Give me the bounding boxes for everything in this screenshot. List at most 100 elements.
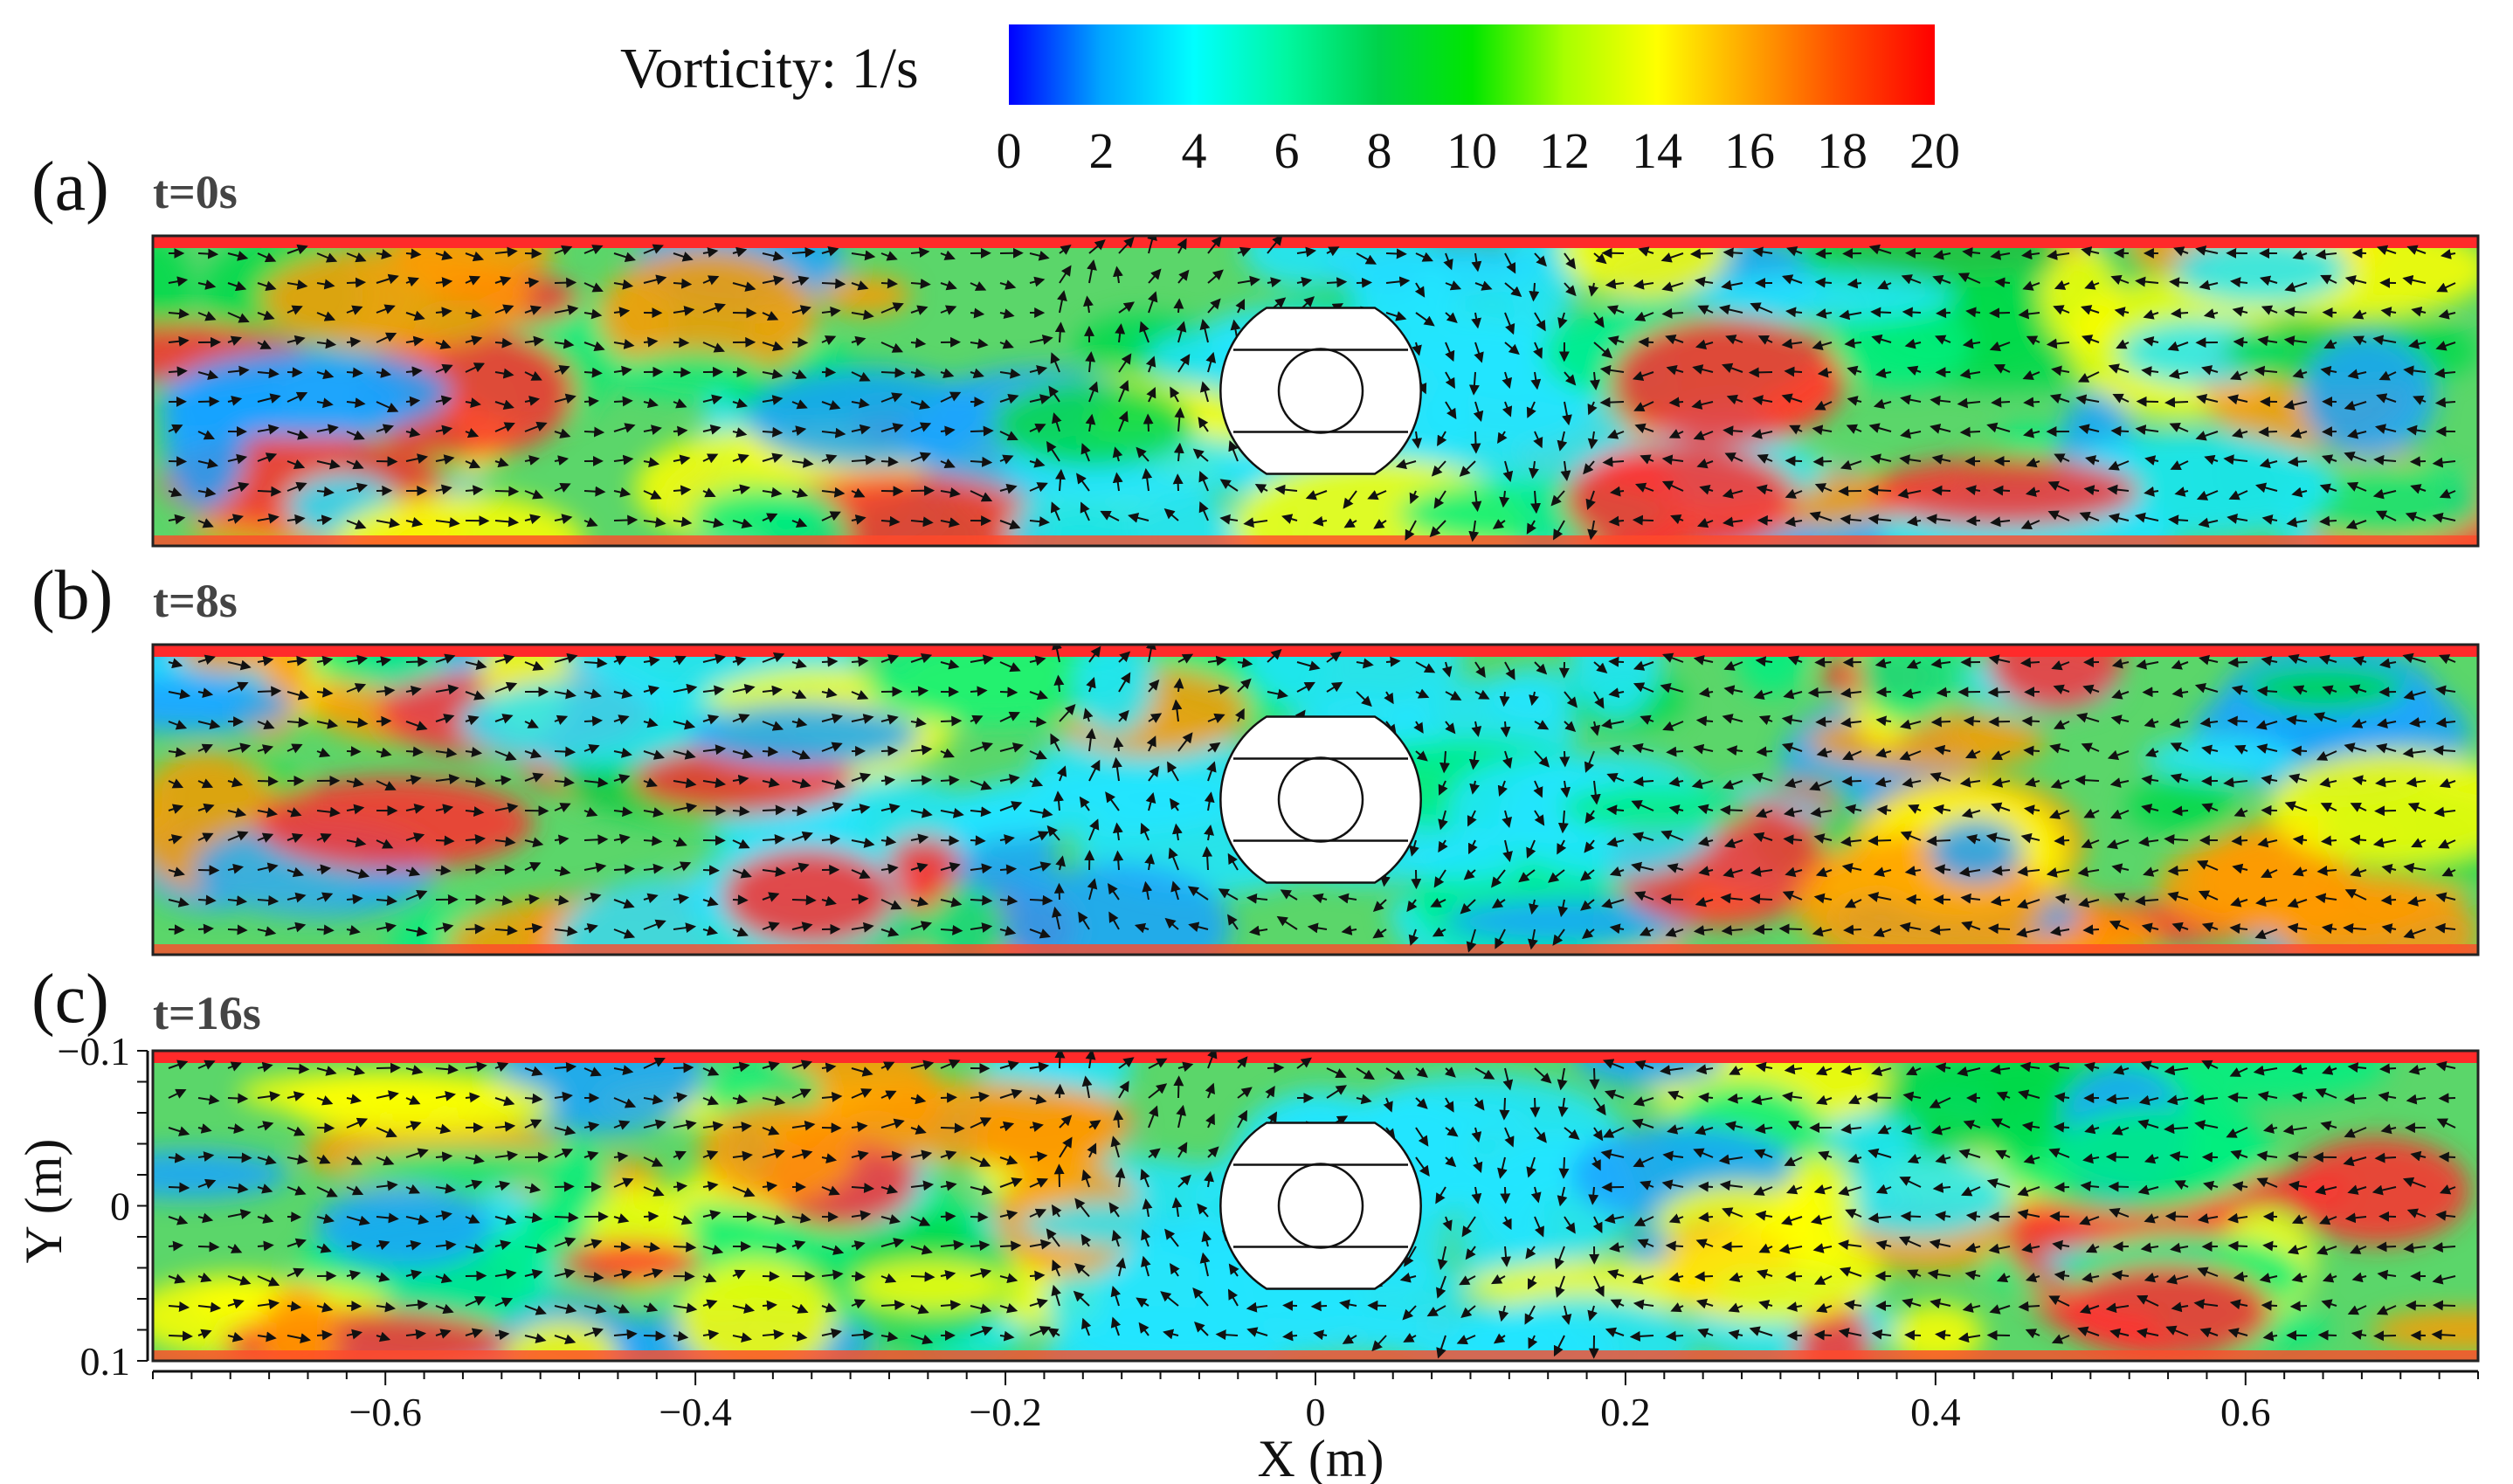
velocity-arrow <box>376 368 392 378</box>
velocity-arrow <box>851 309 874 321</box>
velocity-arrow <box>1205 351 1217 373</box>
velocity-arrow <box>1471 312 1482 329</box>
velocity-arrow <box>1082 295 1094 314</box>
velocity-arrow <box>2287 456 2308 467</box>
velocity-arrow <box>1959 426 1981 438</box>
velocity-arrow <box>168 924 185 935</box>
velocity-arrow <box>1198 417 1209 432</box>
velocity-arrow <box>1666 364 1684 376</box>
velocity-arrow <box>1723 247 1743 259</box>
velocity-arrow <box>1599 364 1625 376</box>
velocity-arrow <box>2320 835 2337 846</box>
velocity-arrow <box>2075 394 2100 405</box>
velocity-arrow <box>2232 306 2248 317</box>
velocity-arrow <box>554 1211 579 1223</box>
velocity-arrow <box>940 391 962 403</box>
velocity-arrow <box>227 453 248 465</box>
velocity-arrow <box>554 364 570 376</box>
velocity-arrow <box>494 457 509 468</box>
velocity-arrow <box>1638 246 1654 257</box>
y-tick-label: 0.1 <box>80 1339 131 1384</box>
velocity-arrow <box>1559 750 1571 768</box>
velocity-arrow <box>1088 239 1106 254</box>
colorbar-label: Vorticity: 1/s <box>620 37 919 100</box>
velocity-arrow <box>1817 367 1833 378</box>
velocity-arrow <box>1756 746 1773 757</box>
velocity-arrow <box>405 746 424 757</box>
velocity-arrow <box>1192 448 1209 462</box>
velocity-arrow <box>168 424 183 434</box>
velocity-arrow <box>791 305 811 315</box>
velocity-arrow <box>2406 424 2427 436</box>
velocity-arrow <box>168 335 190 347</box>
velocity-arrow <box>405 427 421 438</box>
velocity-arrow <box>1718 304 1743 315</box>
vorticity-blob <box>612 350 767 397</box>
velocity-arrow <box>1904 338 1922 349</box>
velocity-arrow <box>316 252 338 263</box>
velocity-arrow <box>1815 716 1833 728</box>
velocity-arrow <box>1050 352 1060 373</box>
velocity-arrow <box>1267 277 1282 288</box>
vorticity-blob <box>993 381 1196 468</box>
vorticity-blob <box>2126 778 2236 834</box>
velocity-arrow <box>880 745 899 756</box>
velocity-arrow <box>2373 454 2397 466</box>
velocity-arrow <box>465 397 481 408</box>
velocity-arrow <box>940 1092 957 1103</box>
velocity-arrow <box>1870 307 1892 318</box>
velocity-arrow <box>791 457 814 468</box>
velocity-arrow <box>851 424 871 435</box>
top-wall-band <box>153 236 2478 248</box>
velocity-arrow <box>494 337 513 349</box>
velocity-arrow <box>1719 804 1743 816</box>
velocity-arrow <box>435 484 452 495</box>
velocity-arrow <box>1046 440 1060 462</box>
velocity-arrow <box>1385 656 1401 667</box>
velocity-arrow <box>494 422 515 432</box>
velocity-arrow <box>2168 514 2189 526</box>
vorticity-blob <box>2301 334 2436 458</box>
velocity-arrow <box>1875 687 1892 698</box>
velocity-arrow <box>554 483 571 493</box>
velocity-arrow <box>2376 245 2397 256</box>
velocity-arrow <box>346 397 366 409</box>
velocity-arrow <box>1989 341 2011 352</box>
velocity-arrow <box>1752 246 1773 258</box>
vorticity-blob <box>887 836 962 887</box>
velocity-arrow <box>999 339 1014 349</box>
vorticity-blob <box>745 369 993 467</box>
velocity-arrow <box>2204 454 2219 466</box>
velocity-arrow <box>1593 312 1605 328</box>
velocity-arrow <box>583 245 604 255</box>
velocity-arrow <box>1112 446 1123 462</box>
velocity-arrow <box>2344 400 2367 411</box>
velocity-arrow <box>2082 924 2100 935</box>
velocity-arrow <box>1029 423 1046 433</box>
velocity-arrow <box>2026 457 2040 468</box>
velocity-arrow <box>168 308 190 320</box>
velocity-arrow <box>1986 422 2011 433</box>
velocity-arrow <box>1445 280 1462 291</box>
velocity-arrow <box>702 865 720 876</box>
vorticity-blob <box>1020 1201 1221 1248</box>
velocity-arrow <box>1228 439 1239 462</box>
velocity-arrow <box>1697 1181 1714 1192</box>
velocity-arrow <box>702 302 726 314</box>
velocity-arrow <box>257 393 281 404</box>
velocity-arrow <box>2023 745 2040 756</box>
velocity-arrow <box>435 395 452 406</box>
velocity-arrow <box>2051 365 2070 376</box>
velocity-arrow <box>1847 278 1862 289</box>
velocity-arrow <box>999 864 1018 875</box>
velocity-arrow <box>2026 335 2040 346</box>
velocity-arrow <box>494 368 514 379</box>
velocity-arrow <box>1660 894 1684 905</box>
velocity-arrow <box>1502 401 1513 418</box>
velocity-arrow <box>1873 398 1892 410</box>
panel-c-time: t=16s <box>153 987 261 1039</box>
velocity-arrow <box>583 341 605 352</box>
panel-a-time: t=0s <box>153 166 238 218</box>
vorticity-blob <box>819 275 912 315</box>
velocity-arrow <box>405 453 429 465</box>
